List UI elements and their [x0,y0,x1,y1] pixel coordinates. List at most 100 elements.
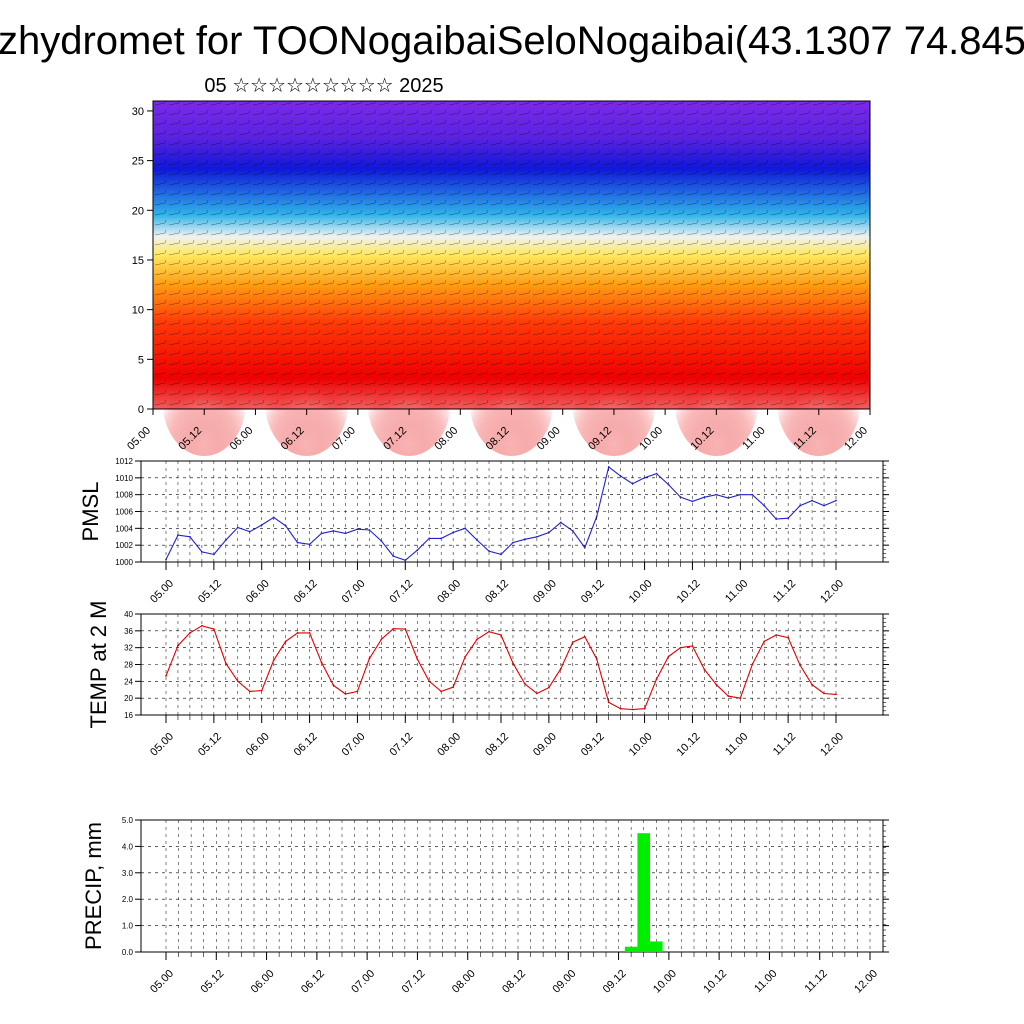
data-point [559,667,562,670]
data-point [428,537,431,540]
y-tick-label: 20 [124,694,133,703]
data-point [212,628,215,631]
y-tick-label: 15 [132,255,144,267]
data-point [787,636,790,639]
data-point [607,465,610,468]
precip-panel: 0.0 1.0 2.0 3.0 4.0 5.0 05.00 05.12 06.00 06.12 07… [81,816,889,996]
data-point [703,668,706,671]
y-tick-label: 25 [132,156,144,168]
data-point [739,697,742,700]
x-tick-label: 11.12 [771,578,798,605]
data-point [416,658,419,660]
data-point [835,693,837,696]
y-tick-label: 5 [138,354,144,366]
data-point [284,524,287,527]
x-tick-label: 12.00 [818,578,846,606]
data-point [547,686,550,689]
y-tick-label: 28 [124,661,133,670]
data-point [440,690,443,693]
x-tick-label: 07.00 [340,578,368,606]
y-tick-label: 2.0 [122,895,134,904]
x-tick-label: 09.00 [550,968,578,996]
y-tick-label: 32 [124,644,133,653]
data-point [404,628,407,631]
data-point [452,686,455,689]
data-point [679,646,682,649]
data-point [571,641,574,644]
data-point [619,475,622,478]
chart-title: zhydromet for TOONogaibaiSeloNogaibai(43… [0,19,1024,63]
data-point [236,526,239,529]
data-point [823,504,825,507]
data-point [559,521,562,524]
x-tick-label: 09.12 [601,968,629,996]
data-point [464,527,467,530]
x-tick-label: 05.00 [148,578,176,606]
data-point [380,540,383,542]
data-point [500,553,502,556]
x-tick-label: 08.12 [483,578,511,606]
x-tick-label: 11.12 [802,968,829,995]
data-point [476,638,478,641]
data-point [524,682,526,685]
temp-2m-panel: 16 20 24 28 32 36 40 05.00 05.12 06.00 06.12 07.00 0… [86,601,889,759]
data-point [811,499,813,502]
data-point [296,632,299,634]
data-point [631,482,634,485]
y-tick-label: 1002 [115,541,133,550]
x-tick-label: 09.12 [579,578,607,606]
data-point [763,504,766,507]
data-point [212,553,215,556]
x-tick-label: 11.12 [771,731,798,758]
data-point [177,644,179,647]
y-tick-label: 1006 [115,508,133,517]
data-point [189,535,191,538]
data-point [272,516,275,519]
data-point [691,645,694,647]
x-tick-label: 09.00 [531,731,559,759]
data-point [811,683,813,686]
x-tick-label: 05.12 [198,968,226,996]
y-tick-label: 36 [124,627,133,636]
data-point [260,689,263,692]
data-point [583,546,586,549]
x-tick-label: 10.00 [651,968,679,996]
x-tick-label: 06.00 [249,968,277,996]
y-tick-label: 1012 [115,457,133,466]
data-point [368,657,371,660]
data-point [308,632,311,634]
data-point [440,537,443,540]
pmsl-panel: 1000 1002 1004 1006 1008 1010 1012 05.00 05.12 06… [78,457,889,606]
data-point [595,658,598,660]
data-point [643,476,646,479]
x-tick-label: 08.00 [450,968,478,996]
data-point [691,500,694,503]
data-point [524,538,526,541]
data-point [165,558,167,561]
data-point [416,549,419,552]
data-point [260,524,263,526]
data-point [236,680,239,683]
data-point [177,534,179,536]
data-point [727,497,730,499]
data-point [512,662,514,665]
data-point [643,707,646,710]
data-point [224,539,227,542]
data-point [751,663,754,666]
data-point [739,493,742,496]
data-point [392,555,395,558]
data-point [619,707,622,710]
y-tick-label: 4.0 [122,842,134,851]
data-point [248,530,251,533]
data-point [799,664,802,667]
precip-bar [637,833,650,952]
data-point [500,634,502,636]
x-tick-label: 11.00 [723,731,750,758]
x-tick-label: 06.12 [292,731,320,759]
x-tick-label: 06.00 [244,578,272,606]
x-tick-label: 12.00 [818,731,846,759]
data-point [607,701,610,704]
data-point [332,684,335,687]
data-point [679,496,682,499]
